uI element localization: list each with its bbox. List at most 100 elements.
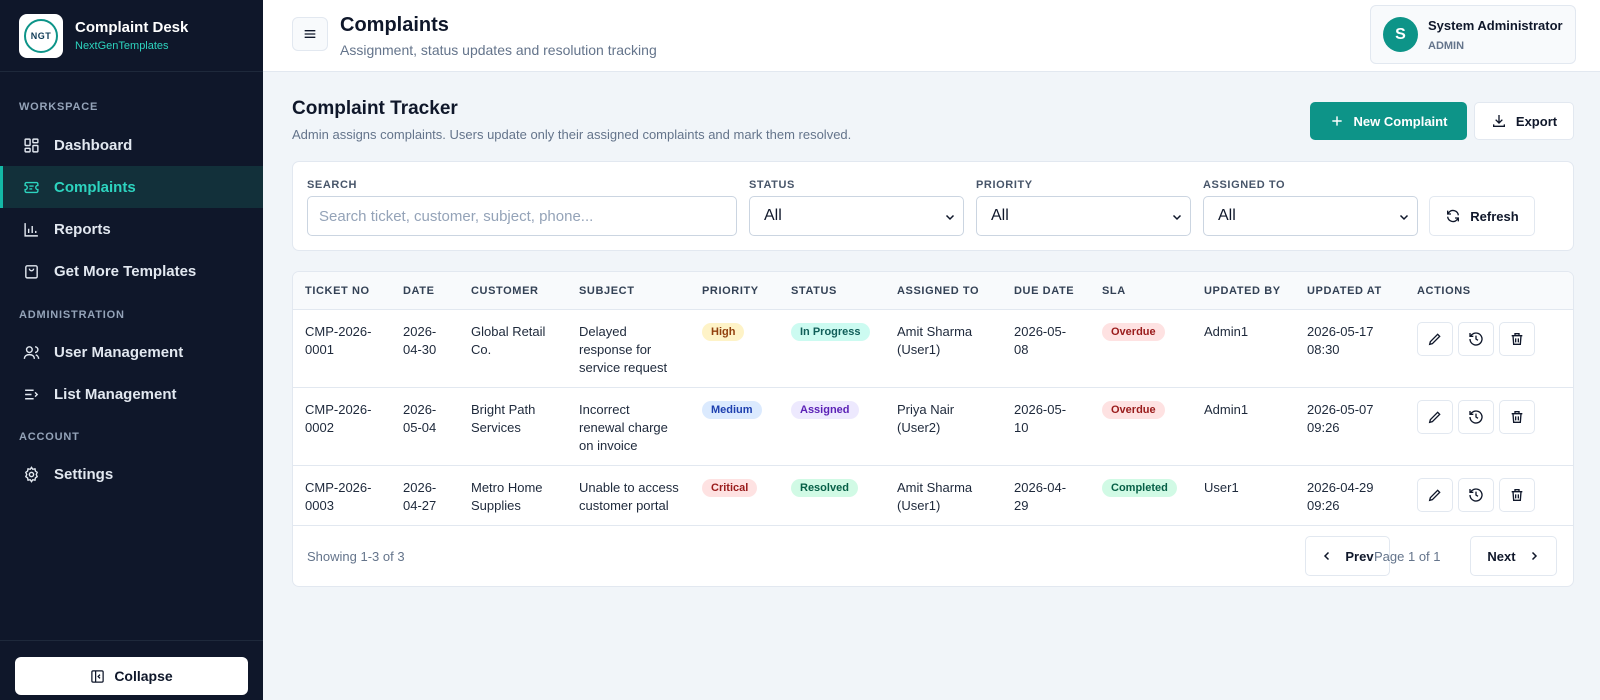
ticket-no: CMP-2026- 0002: [305, 402, 372, 435]
col-priority: PRIORITY: [702, 285, 759, 297]
search-label: SEARCH: [307, 179, 358, 191]
customer: Bright Path Services: [471, 402, 536, 435]
assigned-to: Amit Sharma (User1): [897, 324, 973, 357]
chevron-left-icon: [1324, 551, 1330, 561]
gear-icon: [24, 465, 39, 483]
list-icon: [25, 389, 39, 399]
brand: NGT Complaint Desk NextGenTemplates: [0, 0, 263, 72]
user-menu[interactable]: S System Administrator ADMIN: [1370, 5, 1576, 64]
page-indicator: Page 1 of 1: [1374, 549, 1441, 564]
edit-button[interactable]: [1417, 400, 1453, 434]
table-row[interactable]: CMP-2026- 0002 2026- 05-04 Bright Path Serv…: [293, 388, 1573, 466]
sidebar-item-list-management[interactable]: List Management: [0, 373, 263, 415]
nav-section-workspace: WORKSPACE: [19, 101, 99, 113]
sidebar-item-user-management[interactable]: User Management: [0, 331, 263, 373]
page-title: Complaints: [340, 14, 449, 36]
sidebar: NGT Complaint Desk NextGenTemplates WORK…: [0, 0, 263, 700]
updated-by: Admin1: [1204, 402, 1249, 417]
sidebar-item-reports[interactable]: Reports: [0, 208, 263, 250]
new-complaint-button[interactable]: New Complaint: [1310, 102, 1467, 140]
priority-badge: High: [702, 323, 745, 341]
table-header: TICKET NO DATE CUSTOMER SUBJECT PRIORITY…: [293, 272, 1573, 310]
filter-panel: SEARCH Search ticket, customer, subject,…: [292, 161, 1574, 251]
brand-title: Complaint Desk: [75, 19, 189, 36]
history-button[interactable]: [1458, 478, 1494, 512]
chevron-down-icon: [945, 214, 955, 221]
pencil-icon: [1428, 489, 1441, 502]
assigned-select[interactable]: All: [1203, 196, 1418, 236]
refresh-button[interactable]: Refresh: [1429, 196, 1535, 236]
prev-page-button[interactable]: Prev: [1305, 536, 1390, 576]
users-icon: [23, 345, 40, 359]
sidebar-item-complaints[interactable]: Complaints: [0, 166, 263, 208]
nav-section-account: ACCOUNT: [19, 431, 80, 443]
due-date: 2026-05- 10: [1014, 402, 1067, 435]
customer: Metro Home Supplies: [471, 480, 543, 513]
top-header: Complaints Assignment, status updates an…: [263, 0, 1600, 72]
collapse-label: Collapse: [114, 668, 173, 684]
history-button[interactable]: [1458, 322, 1494, 356]
status-badge: In Progress: [791, 323, 870, 341]
delete-button[interactable]: [1499, 322, 1535, 356]
col-status: STATUS: [791, 285, 837, 297]
assigned-select-value: All: [1218, 207, 1236, 224]
subject: Unable to access customer portal: [579, 480, 679, 513]
brand-logo: NGT: [19, 13, 63, 58]
trash-icon: [1511, 411, 1523, 423]
bag-icon: [25, 264, 38, 279]
sidebar-item-get-more-templates[interactable]: Get More Templates: [0, 250, 263, 292]
sidebar-item-label: Settings: [54, 465, 114, 483]
next-page-button[interactable]: Next: [1470, 536, 1557, 576]
menu-toggle-button[interactable]: [292, 17, 328, 51]
sla-badge: Overdue: [1102, 323, 1165, 341]
subject: Incorrect renewal charge on invoice: [579, 402, 668, 453]
brand-logo-mark: NGT: [24, 18, 58, 53]
date: 2026- 05-04: [403, 402, 437, 435]
sidebar-footer: Collapse: [0, 640, 263, 700]
sidebar-item-label: List Management: [54, 385, 177, 403]
export-label: Export: [1515, 113, 1558, 129]
assigned-to: Amit Sharma (User1): [897, 480, 973, 513]
sla-badge: Overdue: [1102, 401, 1165, 419]
subject: Delayed response for service request: [579, 324, 668, 375]
search-placeholder: Search ticket, customer, subject, phone.…: [319, 207, 594, 225]
col-updated-by: UPDATED BY: [1204, 285, 1281, 297]
edit-button[interactable]: [1417, 322, 1453, 356]
col-date: DATE: [403, 285, 435, 297]
status-select[interactable]: All: [749, 196, 964, 236]
delete-button[interactable]: [1499, 478, 1535, 512]
date: 2026- 04-27: [403, 480, 437, 513]
history-button[interactable]: [1458, 400, 1494, 434]
priority-badge: Critical: [702, 479, 758, 497]
col-subject: SUBJECT: [579, 285, 635, 297]
ticket-no: CMP-2026- 0001: [305, 324, 372, 357]
due-date: 2026-04- 29: [1014, 480, 1067, 513]
col-actions: ACTIONS: [1417, 285, 1471, 297]
priority-label: PRIORITY: [976, 179, 1033, 191]
edit-button[interactable]: [1417, 478, 1453, 512]
chevron-down-icon: [1172, 214, 1182, 221]
collapse-button[interactable]: Collapse: [15, 657, 248, 695]
brand-subtitle: NextGenTemplates: [75, 40, 169, 52]
user-role: ADMIN: [1428, 39, 1465, 52]
priority-badge: Medium: [702, 401, 762, 419]
export-button[interactable]: Export: [1474, 102, 1574, 140]
search-input[interactable]: Search ticket, customer, subject, phone.…: [307, 196, 737, 236]
table-row[interactable]: CMP-2026- 0001 2026- 04-30 Global Retail Co…: [293, 310, 1573, 388]
sla-badge: Completed: [1102, 479, 1177, 497]
status-select-value: All: [764, 207, 782, 224]
sidebar-item-settings[interactable]: Settings: [0, 453, 263, 495]
updated-at: 2026-04-29 09:26: [1307, 480, 1374, 513]
trash-icon: [1511, 489, 1523, 501]
priority-select[interactable]: All: [976, 196, 1191, 236]
status-label: STATUS: [749, 179, 795, 191]
ticket-no: CMP-2026- 0003: [305, 480, 372, 513]
priority-select-value: All: [991, 207, 1009, 224]
col-due-date: DUE DATE: [1014, 285, 1075, 297]
delete-button[interactable]: [1499, 400, 1535, 434]
sidebar-item-dashboard[interactable]: Dashboard: [0, 124, 263, 166]
updated-by: Admin1: [1204, 324, 1249, 339]
nav-section-administration: ADMINISTRATION: [19, 309, 125, 321]
ticket-icon: [24, 181, 39, 193]
table-row[interactable]: CMP-2026- 0003 2026- 04-27 Metro Home Suppl…: [293, 466, 1573, 526]
